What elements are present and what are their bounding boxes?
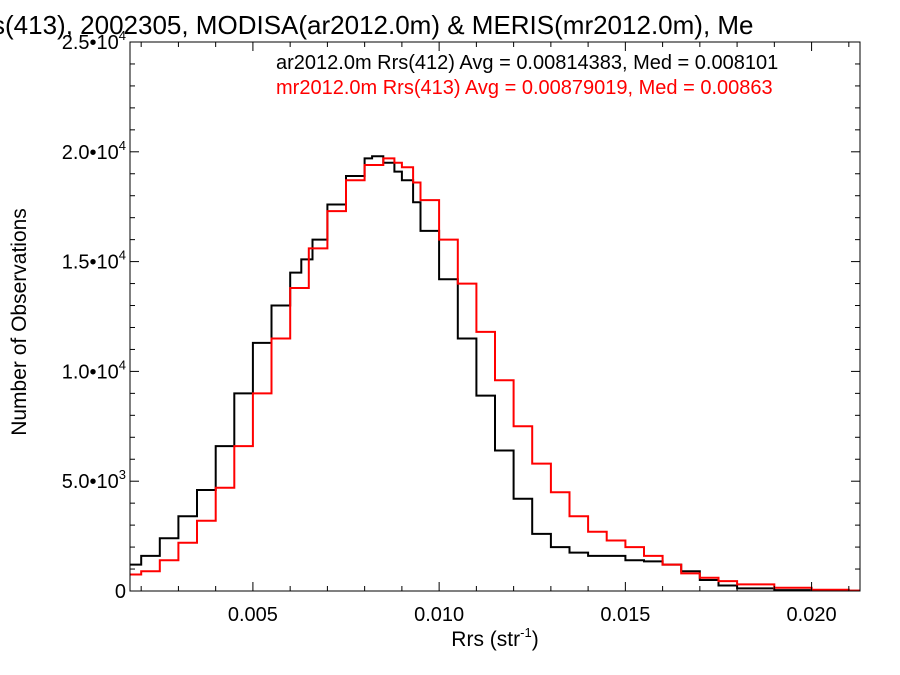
legend-entry-meris: mr2012.0m Rrs(413) Avg = 0.00879019, Med…: [276, 77, 773, 99]
y-tick-mantissa: 5.0•10: [62, 471, 119, 493]
x-tick-label: 0.015: [600, 604, 650, 626]
y-tick-exponent: 4: [119, 28, 126, 43]
x-axis: 0.005 0.010 0.015 0.020: [140, 42, 850, 626]
legend-entry-modisa: ar2012.0m Rrs(412) Avg = 0.00814383, Med…: [276, 52, 778, 74]
y-tick-label: 5.0•103: [62, 467, 126, 493]
x-axis-title-sup: -1: [520, 625, 532, 640]
plot-frame: [129, 41, 861, 592]
y-tick-mantissa: 2.5•10: [62, 32, 119, 54]
y-axis-title: Number of Observations: [8, 208, 31, 436]
y-tick-exponent: 4: [119, 357, 126, 372]
y-tick-exponent: 4: [119, 248, 126, 263]
y-tick-mantissa: 0: [115, 581, 126, 603]
y-tick-label: 1.0•104: [62, 357, 126, 383]
y-tick-mantissa: 1.5•10: [62, 252, 119, 274]
x-axis-title-tail: ): [532, 628, 539, 651]
series-line-meris: [130, 157, 860, 591]
y-tick-label: 2.0•104: [62, 138, 126, 164]
y-tick-exponent: 3: [119, 467, 126, 482]
x-axis-title: Rrs (str-1): [451, 625, 538, 651]
y-tick-mantissa: 2.0•10: [62, 142, 119, 164]
y-tick-label: 1.5•104: [62, 248, 126, 274]
x-tick-label: 0.020: [787, 604, 837, 626]
x-axis-title-main: Rrs (str: [451, 628, 520, 651]
chart-title: s(413), 2002305, MODISA(ar2012.0m) & MER…: [0, 10, 754, 40]
y-tick-exponent: 4: [119, 138, 126, 153]
x-tick-label: 0.005: [228, 604, 278, 626]
y-tick-label: 2.5•104: [62, 28, 126, 54]
legend: ar2012.0m Rrs(412) Avg = 0.00814383, Med…: [276, 52, 778, 99]
x-tick-label: 0.010: [414, 604, 464, 626]
y-tick-label: 0: [115, 581, 126, 603]
y-tick-mantissa: 1.0•10: [62, 361, 119, 383]
